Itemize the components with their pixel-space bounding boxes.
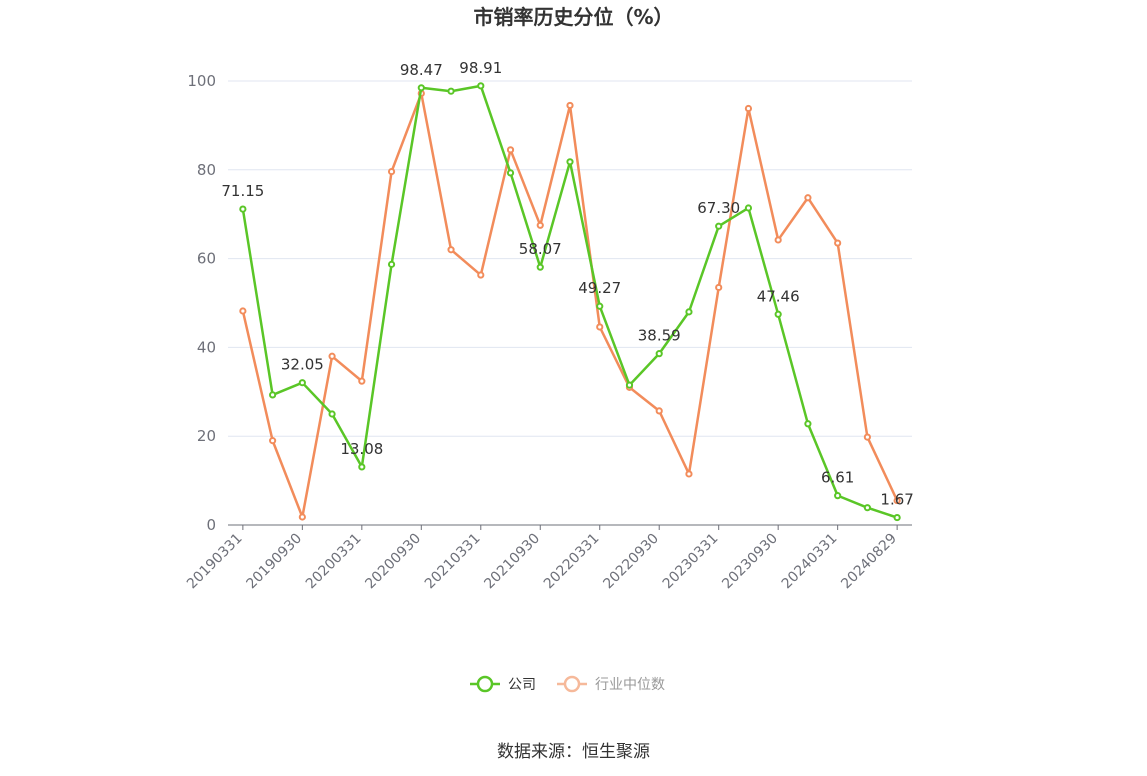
data-point[interactable] — [834, 492, 842, 500]
grid — [228, 80, 912, 437]
data-label: 98.91 — [459, 59, 502, 77]
y-tick-label: 0 — [206, 516, 216, 534]
data-point[interactable] — [477, 82, 485, 90]
data-point[interactable] — [269, 391, 277, 399]
data-point[interactable] — [506, 169, 515, 177]
data-label: 67.30 — [697, 199, 740, 217]
data-point[interactable] — [387, 260, 396, 268]
data-point[interactable] — [685, 308, 693, 316]
legend-marker — [563, 675, 581, 693]
data-point[interactable] — [536, 263, 544, 271]
data-point[interactable] — [566, 158, 574, 166]
data-point[interactable] — [893, 513, 901, 522]
data-point[interactable] — [417, 84, 425, 92]
y-axis: 0 20 40 60 80 100 — [187, 72, 216, 534]
legend-item-1[interactable]: 行业中位数 — [557, 675, 665, 693]
x-tick-label: 20240829 — [838, 531, 900, 593]
data-point[interactable] — [685, 470, 693, 478]
data-point[interactable] — [387, 167, 396, 176]
x-tick-label: 20200331 — [303, 531, 365, 593]
data-label: 47.46 — [757, 287, 800, 305]
data-point[interactable] — [863, 504, 871, 512]
legend-label: 公司 — [508, 677, 536, 693]
data-point[interactable] — [774, 310, 782, 318]
x-tick-label: 20210331 — [422, 531, 484, 593]
series-group — [239, 82, 901, 522]
legend-label: 行业中位数 — [595, 677, 665, 693]
data-point[interactable] — [863, 433, 871, 441]
data-point[interactable] — [506, 146, 515, 154]
data-point[interactable] — [715, 222, 723, 230]
x-tick-label: 20190930 — [243, 531, 305, 593]
data-point[interactable] — [328, 410, 336, 418]
data-point[interactable] — [804, 420, 812, 428]
x-tick-label: 20220331 — [541, 531, 603, 593]
x-tick-label: 20190331 — [184, 531, 246, 593]
data-point[interactable] — [298, 379, 306, 387]
data-label: 49.27 — [578, 279, 621, 297]
data-point[interactable] — [566, 101, 574, 110]
data-point[interactable] — [625, 381, 634, 389]
data-point[interactable] — [655, 350, 663, 358]
data-point[interactable] — [239, 307, 247, 315]
y-tick-label: 60 — [197, 250, 216, 268]
x-tick-label: 20220930 — [600, 531, 662, 593]
x-tick-label: 20240331 — [779, 531, 841, 593]
data-point[interactable] — [358, 377, 366, 385]
x-tick-label: 20230331 — [660, 531, 722, 593]
data-point[interactable] — [596, 302, 604, 310]
data-point[interactable] — [893, 496, 901, 505]
legend-item-0[interactable]: 公司 — [470, 675, 536, 693]
data-point[interactable] — [774, 236, 782, 244]
data-point[interactable] — [804, 194, 812, 202]
data-point[interactable] — [269, 437, 277, 445]
data-point[interactable] — [834, 239, 842, 247]
data-label: 13.08 — [340, 440, 383, 458]
data-point[interactable] — [298, 513, 306, 521]
data-point[interactable] — [536, 221, 544, 229]
data-point[interactable] — [328, 352, 336, 360]
data-point[interactable] — [239, 205, 247, 213]
x-axis: 2019033120190930202003312020093020210331… — [184, 524, 912, 593]
data-label: 38.59 — [638, 327, 681, 345]
data-point[interactable] — [655, 407, 663, 415]
y-tick-label: 40 — [197, 338, 216, 356]
data-label: 71.15 — [221, 182, 264, 200]
data-point[interactable] — [596, 323, 604, 331]
y-tick-label: 100 — [187, 72, 216, 90]
legend-marker — [476, 675, 494, 693]
data-label: 32.05 — [281, 356, 324, 374]
data-label: 1.67 — [880, 491, 913, 509]
data-point[interactable] — [744, 104, 753, 113]
data-point[interactable] — [477, 271, 485, 279]
x-tick-label: 20210930 — [481, 531, 543, 593]
data-point[interactable] — [447, 87, 455, 95]
data-label: 6.61 — [821, 469, 854, 487]
data-point[interactable] — [447, 246, 455, 254]
x-tick-label: 20200930 — [362, 531, 424, 593]
data-labels: 71.15 32.05 13.08 98.47 98.91 58.07 49.27 38.59… — [221, 59, 913, 509]
x-tick-label: 20230930 — [719, 531, 781, 593]
data-label: 58.07 — [519, 240, 562, 258]
data-label: 98.47 — [400, 61, 443, 79]
y-tick-label: 80 — [197, 161, 216, 179]
legend[interactable]: 公司 行业中位数 — [470, 675, 665, 693]
y-tick-label: 20 — [197, 427, 216, 445]
data-point[interactable] — [358, 463, 366, 471]
data-point[interactable] — [715, 283, 723, 292]
chart-title: 市销率历史分位（%） — [473, 5, 673, 29]
data-point[interactable] — [744, 204, 753, 212]
source-note: 数据来源：恒生聚源 — [497, 742, 650, 762]
